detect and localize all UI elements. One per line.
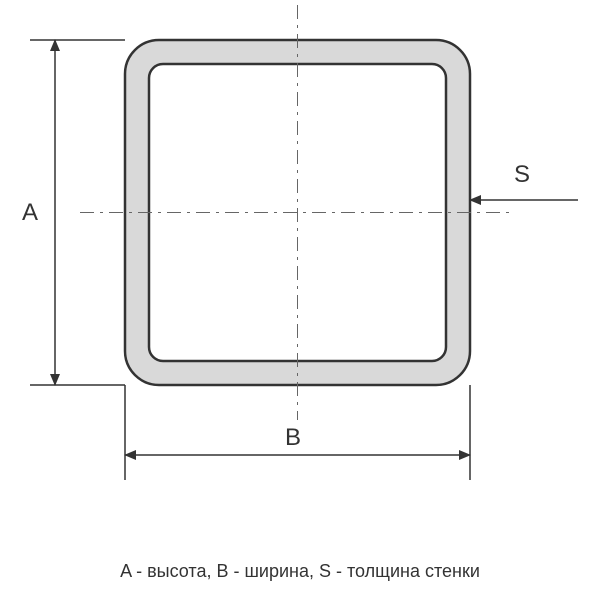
- dimension-label-b: B: [285, 424, 301, 451]
- caption-text: A - высота, B - ширина, S - толщина стен…: [0, 561, 600, 582]
- dimension-label-s: S: [514, 161, 530, 188]
- technical-drawing: A B S A - высота, B - ширина, S - толщина …: [0, 0, 600, 600]
- dimension-label-a: A: [22, 199, 38, 226]
- diagram-svg: A B S: [0, 0, 600, 560]
